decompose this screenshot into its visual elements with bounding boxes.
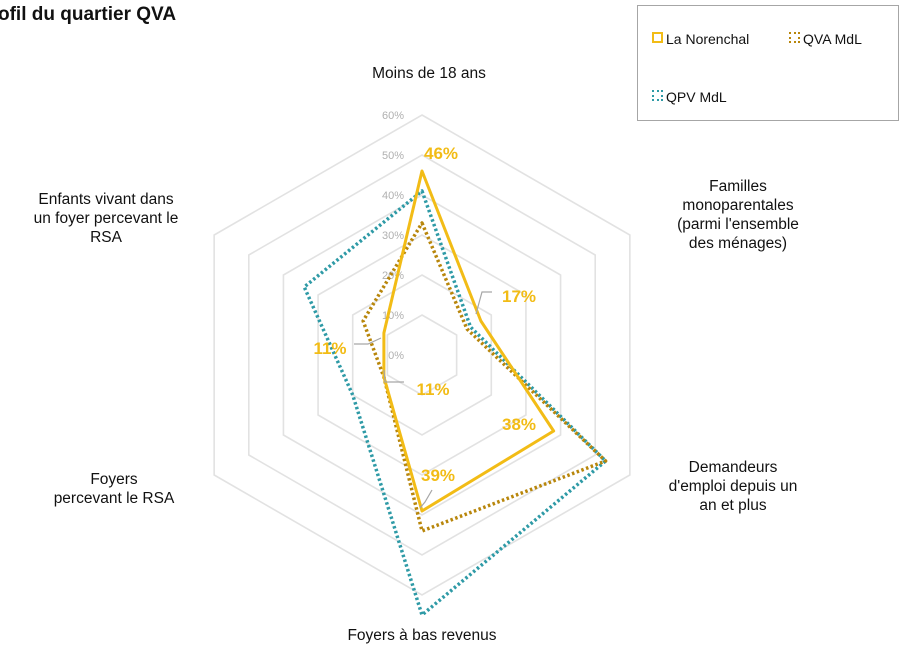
grid-ring	[351, 274, 493, 436]
data-label: 46%	[424, 144, 458, 163]
axis-label: Familles monoparentales (parmi l'ensemble d…	[677, 178, 799, 252]
tick-label: 40%	[382, 190, 404, 202]
tick-label: 20%	[382, 270, 404, 282]
legend-item-la-norenchal: La Norenchal	[652, 31, 749, 47]
tick-label: 10%	[382, 310, 404, 322]
grid-ring	[247, 154, 597, 556]
tick-label: 0%	[388, 350, 404, 362]
data-label: 17%	[502, 287, 536, 306]
legend-label: QVA MdL	[803, 31, 862, 47]
leader-line	[475, 291, 492, 315]
leader-line	[354, 337, 382, 345]
legend-label: QPV MdL	[666, 89, 727, 105]
grid-ring	[317, 234, 527, 476]
legend-swatch-icon	[789, 32, 800, 43]
radar-axis-labels: Moins de 18 ans Familles monoparentales (pa…	[34, 65, 799, 644]
legend-swatch-icon	[652, 32, 663, 43]
radar-tick-labels: 0% 10% 20% 30% 40% 50% 60%	[382, 110, 404, 362]
series-la-norenchal	[382, 169, 556, 513]
grid-ring	[282, 194, 562, 516]
series-qva-mdl	[361, 221, 608, 533]
grid-ring	[386, 314, 458, 396]
legend-item-qva-mdl: QVA MdL	[789, 31, 862, 47]
data-label: 11%	[416, 380, 449, 399]
axis-label: Enfants vivant dans un foyer percevant le…	[34, 191, 179, 246]
radar-series	[302, 169, 608, 617]
axis-label: Foyers à bas revenus	[347, 627, 496, 644]
axis-label: Foyers percevant le RSA	[54, 471, 175, 507]
tick-label: 60%	[382, 110, 404, 122]
legend-label: La Norenchal	[666, 31, 750, 47]
tick-label: 30%	[382, 230, 404, 242]
legend-item-qpv-mdl: QPV MdL	[652, 89, 727, 105]
axis-label: Demandeurs d'emploi depuis un an et plus	[669, 459, 798, 514]
legend-swatch-icon	[652, 90, 663, 101]
radar-grid	[213, 114, 631, 596]
legend: La Norenchal QVA MdL QPV MdL	[637, 5, 899, 121]
grid-ring	[213, 114, 631, 596]
radar-data-labels: 46% 17% 38% 39% 11% 11%	[313, 144, 536, 509]
chart-title: ofil du quartier QVA	[0, 4, 176, 25]
tick-label: 50%	[382, 150, 404, 162]
data-label: 39%	[421, 466, 455, 485]
axis-label: Moins de 18 ans	[372, 65, 486, 82]
leader-line	[419, 489, 433, 509]
data-label: 38%	[502, 415, 536, 434]
data-label: 11%	[313, 339, 346, 358]
leader-line	[383, 369, 404, 383]
